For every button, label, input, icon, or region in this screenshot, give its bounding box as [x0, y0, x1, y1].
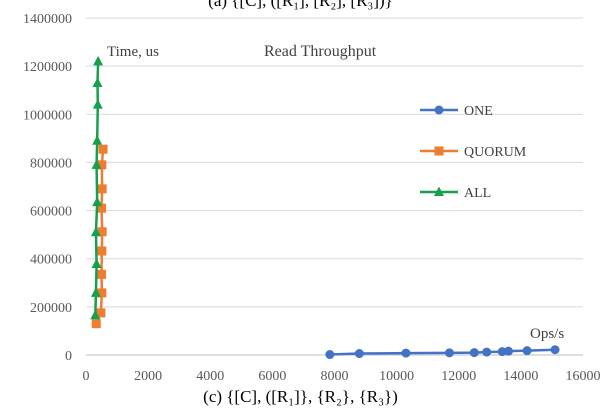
y-tick-label: 600000 [30, 205, 72, 220]
data-point-all [90, 309, 101, 320]
data-point-all [92, 196, 103, 207]
data-point-quorum [98, 144, 108, 154]
data-point-one [325, 350, 335, 360]
legend-label: ONE [464, 104, 493, 119]
legend-swatch-marker [434, 105, 444, 115]
data-point-all [91, 258, 102, 269]
legend-item-all: ALL [420, 186, 491, 201]
axis-layer: 0 200000 400000 600000 800000 1000000 1200000 1… [23, 12, 601, 384]
legend-swatch-marker [434, 146, 444, 156]
data-point-quorum [91, 319, 101, 329]
x-axis-label: Ops/s [530, 326, 564, 342]
x-tick-label: 12000 [441, 369, 476, 384]
x-tick-label: 14000 [503, 369, 538, 384]
data-point-all [93, 55, 104, 66]
series-line-quorum [95, 149, 105, 325]
y-tick-label: 1400000 [23, 12, 72, 27]
legend-item-quorum: QUORUM [420, 145, 527, 160]
series-line-one [329, 348, 556, 356]
data-point-all [91, 159, 102, 169]
data-point-all [92, 99, 103, 109]
grid-layer [86, 17, 583, 308]
data-point-quorum [97, 288, 107, 298]
data-point-one [503, 346, 513, 356]
series-quorum [91, 144, 108, 329]
legend-swatch-marker [434, 186, 444, 196]
legend-label: QUORUM [464, 145, 527, 160]
legend-label: ALL [464, 186, 491, 201]
x-tick-label: 10000 [379, 369, 414, 384]
data-point-one [444, 348, 454, 358]
data-point-all [92, 77, 103, 87]
x-tick-label: 8000 [321, 369, 349, 384]
y-tick-label: 800000 [30, 156, 72, 171]
data-point-one [469, 348, 479, 358]
chart-title: Read Throughput [264, 43, 377, 60]
data-point-quorum [97, 269, 107, 279]
series-one [325, 345, 560, 360]
top-caption: (a) {[C], ([R₁], [R₂], [R₃])} [208, 0, 393, 10]
data-point-one [401, 348, 411, 358]
data-point-all [90, 287, 101, 297]
data-point-quorum [97, 184, 107, 194]
y-axis-label: Time, us [107, 44, 159, 60]
x-tick-label: 4000 [196, 369, 224, 384]
data-point-all [92, 135, 103, 145]
data-point-quorum [97, 246, 107, 256]
data-point-quorum [96, 308, 106, 318]
series-all [90, 55, 104, 320]
y-tick-label: 200000 [30, 301, 72, 316]
legend-item-one: ONE [420, 104, 493, 119]
y-tick-label: 1200000 [23, 60, 72, 75]
data-point-quorum [97, 227, 107, 237]
data-point-one [482, 347, 492, 357]
data-point-quorum [97, 203, 107, 213]
y-tick-label: 0 [65, 349, 72, 364]
legend: ONE QUORUM ALL [420, 104, 527, 201]
series-layer [90, 55, 560, 360]
x-tick-label: 0 [83, 369, 90, 384]
y-tick-label: 1000000 [23, 108, 72, 123]
series-line-all [94, 61, 100, 316]
bottom-caption: (c) {[C], ([R₁]}, {R₂}, {R₃}) [203, 387, 398, 406]
x-tick-label: 2000 [134, 369, 162, 384]
data-point-quorum [97, 160, 107, 170]
data-point-one [522, 346, 532, 356]
data-point-all [90, 226, 101, 237]
x-tick-label: 16000 [566, 369, 601, 384]
data-point-one [354, 349, 364, 359]
x-tick-label: 6000 [258, 369, 286, 384]
y-tick-label: 400000 [30, 253, 72, 268]
data-point-one [550, 345, 560, 355]
